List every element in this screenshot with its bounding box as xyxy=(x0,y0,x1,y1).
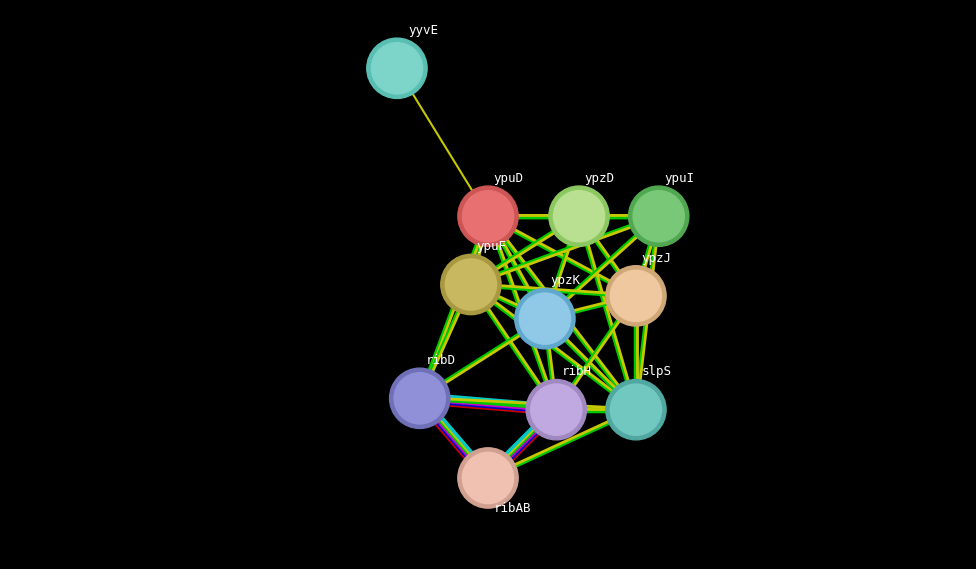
Circle shape xyxy=(606,380,666,440)
Circle shape xyxy=(549,186,609,246)
Text: ribAB: ribAB xyxy=(494,502,531,515)
Circle shape xyxy=(389,368,450,428)
Text: ypuF: ypuF xyxy=(476,240,507,253)
Circle shape xyxy=(367,38,427,98)
Text: ypuI: ypuI xyxy=(665,172,694,185)
Circle shape xyxy=(629,186,689,246)
Circle shape xyxy=(445,259,497,310)
Text: slpS: slpS xyxy=(641,365,671,378)
Text: ribD: ribD xyxy=(426,354,456,367)
Circle shape xyxy=(633,191,684,242)
Text: ypuD: ypuD xyxy=(494,172,524,185)
Text: ypzK: ypzK xyxy=(550,274,581,287)
Circle shape xyxy=(610,384,662,435)
Text: ribH: ribH xyxy=(562,365,592,378)
Circle shape xyxy=(371,43,423,94)
Circle shape xyxy=(463,191,513,242)
Circle shape xyxy=(441,254,501,315)
Circle shape xyxy=(553,191,605,242)
Text: yyvE: yyvE xyxy=(408,24,438,37)
Circle shape xyxy=(526,380,587,440)
Circle shape xyxy=(610,270,662,321)
Circle shape xyxy=(458,448,518,508)
Circle shape xyxy=(463,452,513,504)
Circle shape xyxy=(606,266,666,326)
Text: ypzD: ypzD xyxy=(585,172,615,185)
Circle shape xyxy=(519,293,571,344)
Circle shape xyxy=(394,373,445,424)
Text: ypzJ: ypzJ xyxy=(641,251,671,265)
Circle shape xyxy=(458,186,518,246)
Circle shape xyxy=(514,288,575,349)
Circle shape xyxy=(531,384,582,435)
